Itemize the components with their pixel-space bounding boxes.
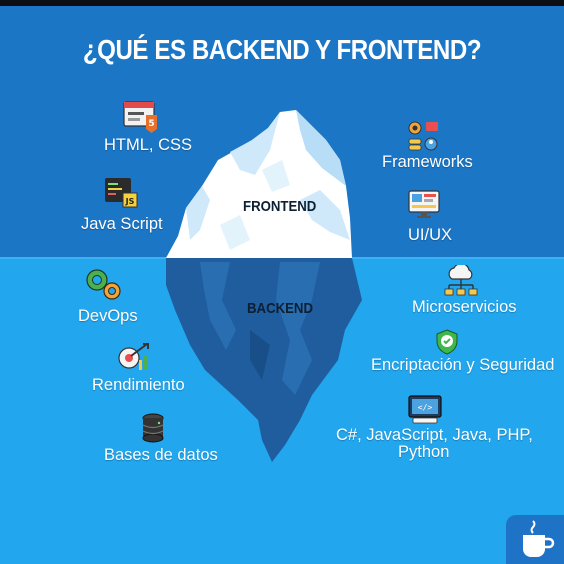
svg-text:</>: </> — [418, 403, 433, 412]
code-window-icon: 5 — [123, 101, 157, 133]
database-icon — [142, 413, 164, 443]
page-title: ¿QUÉ ES BACKEND Y FRONTEND? — [82, 34, 482, 65]
code-monitor-icon: </> — [408, 395, 442, 424]
frontend-label: FRONTEND — [243, 198, 317, 215]
cloud-network-icon — [444, 265, 478, 296]
frameworks-icon — [408, 121, 438, 151]
backend-item-label: Encriptación y Seguridad — [371, 356, 555, 374]
js-file-icon: JS — [105, 178, 138, 208]
logo-badge — [506, 515, 564, 564]
frontend-item-label: HTML, CSS — [104, 136, 193, 154]
frontend-item-label: UI/UX — [408, 226, 453, 244]
svg-text:JS: JS — [125, 197, 135, 206]
ui-ux-monitor-icon — [408, 190, 440, 218]
backend-item-label: Rendimiento — [92, 376, 185, 394]
coffee-cup-icon — [523, 520, 555, 557]
backend-item-label: Microservicios — [412, 298, 517, 316]
svg-text:5: 5 — [148, 119, 154, 129]
backend-item-label-line2: Python — [398, 443, 450, 461]
backend-item-label: C#, JavaScript, Java, PHP, — [336, 426, 533, 444]
gears-icon — [86, 269, 121, 300]
backend-label: BACKEND — [247, 300, 313, 317]
frontend-item-label: Frameworks — [382, 153, 473, 171]
backend-item-label: Bases de datos — [104, 446, 218, 464]
frontend-item-label: Java Script — [81, 215, 163, 233]
performance-icon — [118, 343, 149, 370]
shield-check-icon — [436, 329, 458, 355]
top-bar — [0, 0, 564, 6]
backend-item-label: DevOps — [78, 307, 138, 325]
